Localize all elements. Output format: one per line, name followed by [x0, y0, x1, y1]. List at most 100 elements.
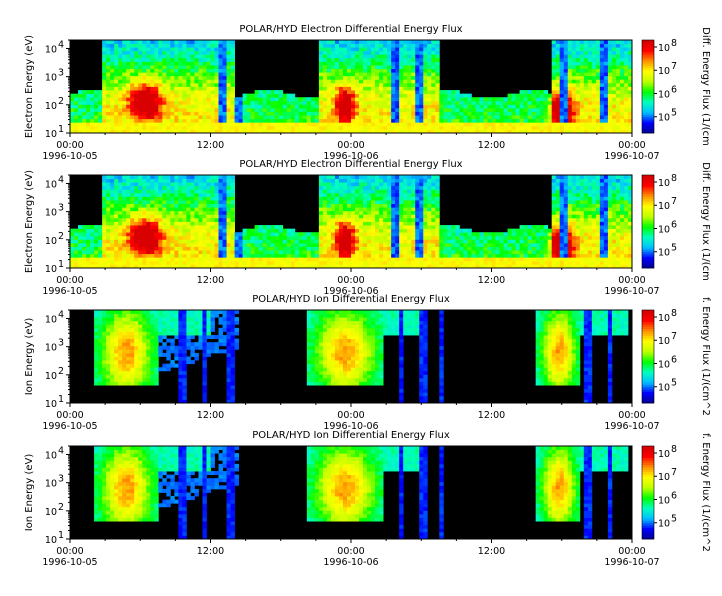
spectrogram-cell [339, 61, 343, 65]
spectrogram-cell [206, 119, 210, 123]
spectrogram-cell [86, 225, 90, 229]
spectrogram-cell [600, 112, 604, 116]
spectrogram-cell [154, 254, 158, 258]
spectrogram-cell [227, 108, 231, 112]
spectrogram-cell [74, 104, 78, 108]
spectrogram-cell [459, 236, 463, 240]
spectrogram-cell [142, 104, 146, 108]
spectrogram-cell [134, 204, 138, 208]
spectrogram-cell [98, 239, 102, 243]
spectrogram-cell [150, 243, 154, 247]
spectrogram-cell [576, 104, 580, 108]
spectrogram-cell [118, 65, 122, 69]
spectrogram-cell [182, 76, 186, 80]
spectrogram-cell [576, 72, 580, 76]
spectrogram-cell [347, 189, 351, 193]
spectrogram-cell [443, 119, 447, 123]
spectrogram-cell [102, 126, 106, 130]
spectrogram-cell [483, 112, 487, 116]
spectrogram-cell [174, 104, 178, 108]
spectrogram-cell [178, 214, 182, 218]
spectrogram-cell [331, 247, 335, 251]
spectrogram-cell [130, 236, 134, 240]
spectrogram-cell [162, 101, 166, 105]
spectrogram-cell [455, 250, 459, 254]
spectrogram-cell [134, 175, 138, 179]
spectrogram-cell [251, 257, 255, 261]
y-tick-exponent: 3 [58, 68, 64, 79]
spectrogram-cell [339, 94, 343, 98]
spectrogram-cell [186, 47, 190, 51]
spectrogram-cell [158, 47, 162, 51]
spectrogram-cell [182, 239, 186, 243]
spectrogram-cell [363, 90, 367, 94]
spectrogram-cell [202, 115, 206, 119]
spectrogram-cell [435, 218, 439, 222]
spectrogram-cell [560, 94, 564, 98]
spectrogram-cell [130, 247, 134, 251]
spectrogram-cell [178, 257, 182, 261]
spectrogram-cell [483, 115, 487, 119]
spectrogram-cell [387, 193, 391, 197]
spectrogram-cell [170, 254, 174, 258]
spectrogram-cell [588, 87, 592, 91]
spectrogram-cell [295, 119, 299, 123]
spectrogram-cell [395, 104, 399, 108]
spectrogram-cell [335, 257, 339, 261]
spectrogram-cell [564, 94, 568, 98]
spectrogram-cell [122, 58, 126, 62]
spectrogram-cell [283, 97, 287, 101]
spectrogram-cell [174, 239, 178, 243]
spectrogram-cell [512, 97, 516, 101]
spectrogram-cell [106, 204, 110, 208]
spectrogram-cell [150, 218, 154, 222]
spectrogram-cell [403, 72, 407, 76]
spectrogram-cell [202, 112, 206, 116]
spectrogram-cell [520, 115, 524, 119]
spectrogram-cell [487, 122, 491, 126]
spectrogram-cell [572, 44, 576, 48]
spectrogram-cell [126, 243, 130, 247]
spectrogram-cell [532, 126, 536, 130]
spectrogram-cell [174, 65, 178, 69]
spectrogram-cell [279, 250, 283, 254]
spectrogram-cell [231, 214, 235, 218]
spectrogram-cell [395, 58, 399, 62]
spectrogram-cell [166, 51, 170, 55]
spectrogram-cell [616, 76, 620, 80]
spectrogram-cell [548, 97, 552, 101]
spectrogram-cell [319, 72, 323, 76]
spectrogram-cell [560, 61, 564, 65]
spectrogram-cell [560, 97, 564, 101]
spectrogram-cell [331, 196, 335, 200]
spectrogram-cell [359, 58, 363, 62]
spectrogram-cell [114, 54, 118, 58]
spectrogram-cell [560, 79, 564, 83]
spectrogram-cell [219, 211, 223, 215]
spectrogram-cell [339, 193, 343, 197]
spectrogram-cell [383, 94, 387, 98]
spectrogram-cell [239, 97, 243, 101]
spectrogram-cell [600, 61, 604, 65]
spectrogram-cell [359, 189, 363, 193]
spectrogram-cell [471, 112, 475, 116]
spectrogram-cell [186, 214, 190, 218]
spectrogram-cell [516, 97, 520, 101]
spectrogram-cell [339, 40, 343, 44]
spectrogram-cell [311, 112, 315, 116]
spectrogram-cell [359, 225, 363, 229]
spectrogram-cell [299, 122, 303, 126]
spectrogram-cell [552, 54, 556, 58]
spectrogram-cell [158, 229, 162, 233]
spectrogram-cell [371, 112, 375, 116]
spectrogram-cell [287, 101, 291, 105]
spectrogram-cell [154, 193, 158, 197]
spectrogram-cell [267, 119, 271, 123]
spectrogram-cell [407, 186, 411, 190]
spectrogram-cell [327, 79, 331, 83]
spectrogram-cell [375, 186, 379, 190]
spectrogram-cell [339, 189, 343, 193]
spectrogram-cell [122, 108, 126, 112]
spectrogram-cell [375, 200, 379, 204]
spectrogram-cell [223, 115, 227, 119]
